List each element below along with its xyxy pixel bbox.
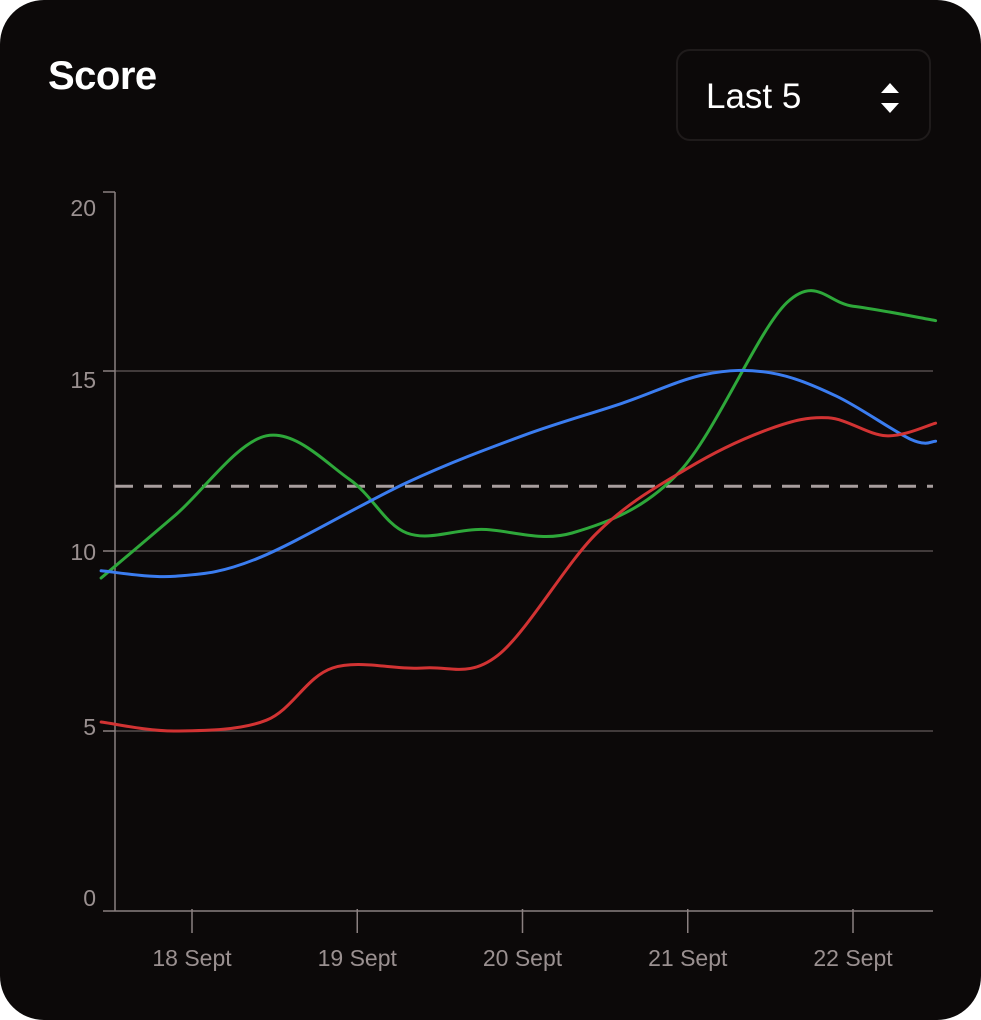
series-line-red — [99, 416, 938, 733]
range-select[interactable]: Last 5 — [676, 49, 931, 141]
series-line-green — [99, 289, 938, 580]
y-tick-label-15: 15 — [70, 367, 96, 393]
range-select-value: Last 5 — [706, 77, 802, 116]
x-tick-label-2: 20 Sept — [483, 945, 563, 971]
y-tick-label-0: 0 — [83, 885, 96, 911]
x-tick-label-0: 18 Sept — [152, 945, 232, 971]
y-tick-label-5: 5 — [83, 714, 96, 740]
y-tick-label-10: 10 — [70, 539, 96, 565]
x-tick-label-3: 21 Sept — [648, 945, 728, 971]
series-line-blue — [99, 368, 938, 579]
x-tick-label-4: 22 Sept — [813, 945, 893, 971]
sort-updown-icon — [881, 83, 899, 113]
x-tick-label-1: 19 Sept — [318, 945, 398, 971]
chart-title: Score — [48, 54, 157, 98]
y-tick-label-20: 20 — [70, 195, 96, 221]
